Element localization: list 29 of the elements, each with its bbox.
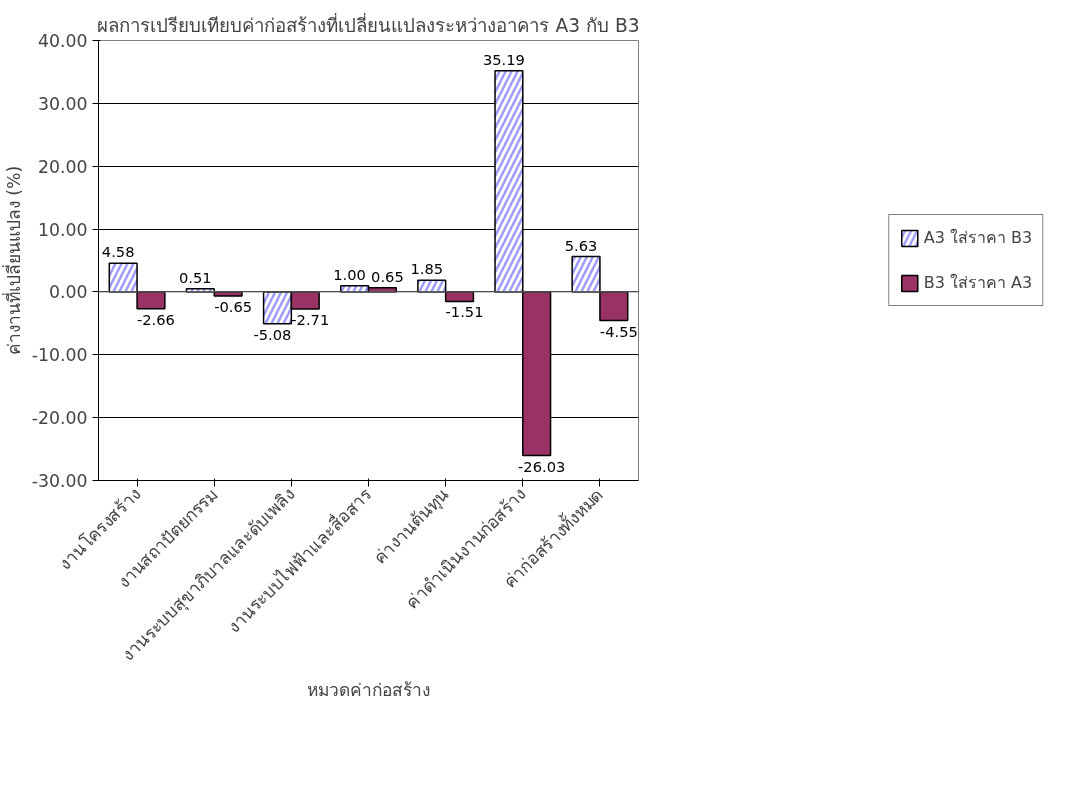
y-tick-label: 30.00 — [37, 93, 88, 114]
data-label: 0.65 — [371, 267, 404, 285]
data-label: -4.55 — [599, 322, 638, 340]
y-tick-label: -20.00 — [31, 408, 88, 429]
bar — [136, 291, 166, 310]
y-tick-label: 20.00 — [37, 156, 88, 177]
data-label: -5.08 — [253, 325, 292, 343]
y-tick-label: 0.00 — [48, 282, 88, 303]
legend-label: A3 ใส่ราคา B3 — [923, 227, 1033, 249]
data-label: -1.51 — [445, 303, 484, 321]
data-label: -2.66 — [137, 310, 175, 328]
data-label: 35.19 — [482, 50, 525, 68]
data-label: -0.65 — [214, 298, 253, 316]
data-label: 1.00 — [333, 265, 366, 283]
data-label: 5.63 — [564, 236, 598, 254]
legend-label: B3 ใส่ราคา A3 — [923, 272, 1033, 294]
x-axis-title: หมวดค่าก่อสร้าง — [307, 679, 430, 700]
y-tick-label: 40.00 — [37, 31, 88, 51]
bar — [599, 291, 629, 322]
data-label: 4.58 — [101, 243, 135, 261]
data-label: -26.03 — [518, 457, 566, 475]
y-tick-label: 10.00 — [37, 219, 88, 240]
data-label: 1.85 — [410, 260, 444, 278]
data-label: 0.51 — [179, 268, 212, 286]
chart-title: ผลการเปรียบเทียบค่าก่อสร้างที่เปลี่ยนแปลงระหว่างอาคาร A3 กับ B3 — [97, 12, 640, 36]
y-tick-label: -30.00 — [31, 471, 88, 491]
y-tick-label: -10.00 — [31, 345, 88, 366]
y-axis-title: ค่างานที่เปลี่ยนแปลง (%) — [1, 165, 24, 356]
data-label: -2.71 — [291, 310, 330, 328]
